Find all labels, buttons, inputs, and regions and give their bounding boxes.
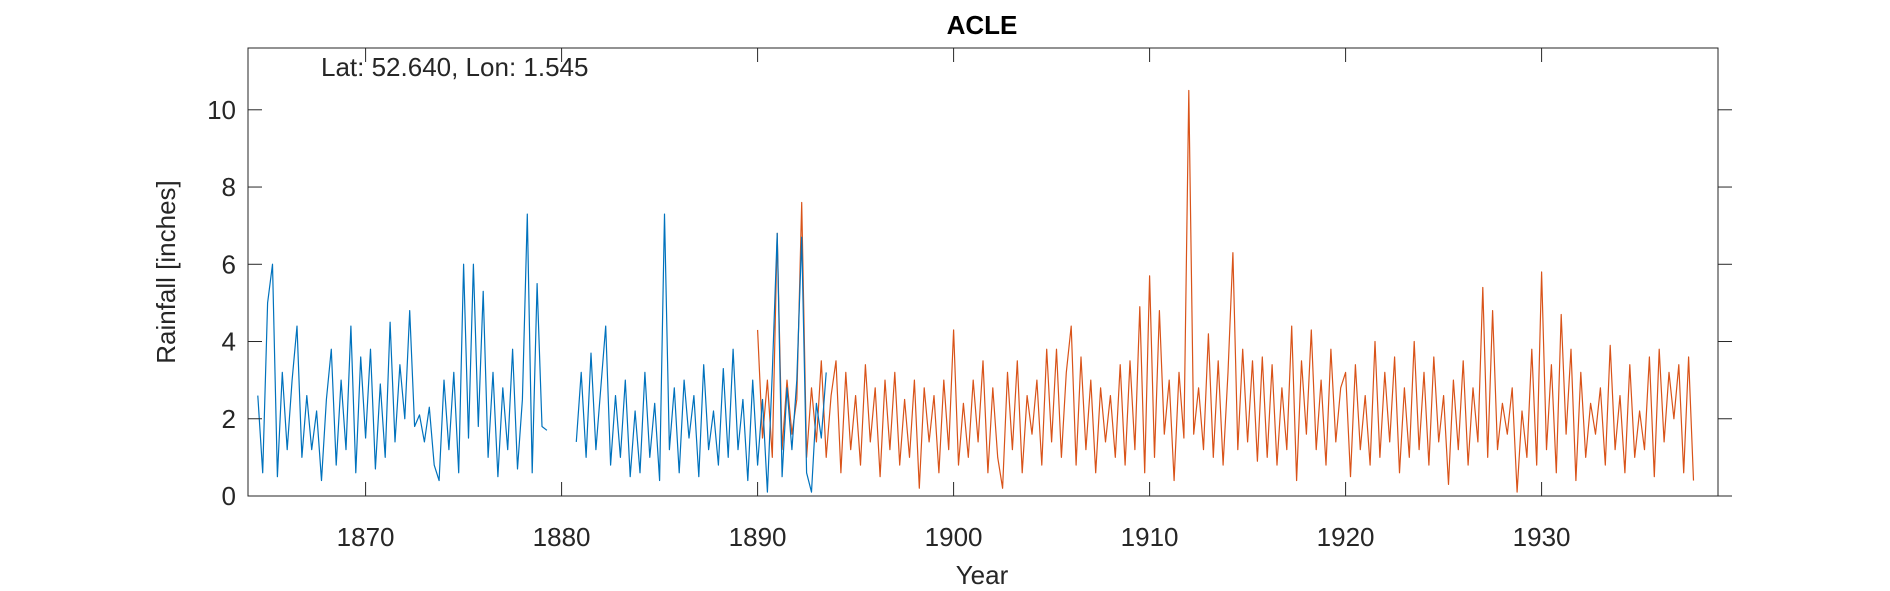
y-tick-label: 4 (222, 327, 236, 357)
x-tick-label: 1870 (337, 522, 395, 552)
x-axis-label: Year (956, 560, 1009, 590)
x-tick-label: 1880 (533, 522, 591, 552)
y-tick-label: 2 (222, 404, 236, 434)
x-tick-label: 1890 (729, 522, 787, 552)
x-tick-label: 1930 (1513, 522, 1571, 552)
y-tick-label: 6 (222, 249, 236, 279)
y-tick-label: 10 (207, 95, 236, 125)
x-tick-label: 1920 (1317, 522, 1375, 552)
chart-title: ACLE (947, 10, 1018, 40)
data-line (757, 89, 1695, 493)
data-line (257, 213, 827, 493)
plot-frame (247, 47, 1719, 497)
y-axis-label: Rainfall [inches] (151, 180, 181, 364)
annotation: Lat: 52.640, Lon: 1.545 (321, 52, 588, 82)
y-tick-label: 8 (222, 172, 236, 202)
x-tick-label: 1910 (1121, 522, 1179, 552)
y-tick-label: 0 (222, 481, 236, 511)
x-tick-label: 1900 (925, 522, 983, 552)
